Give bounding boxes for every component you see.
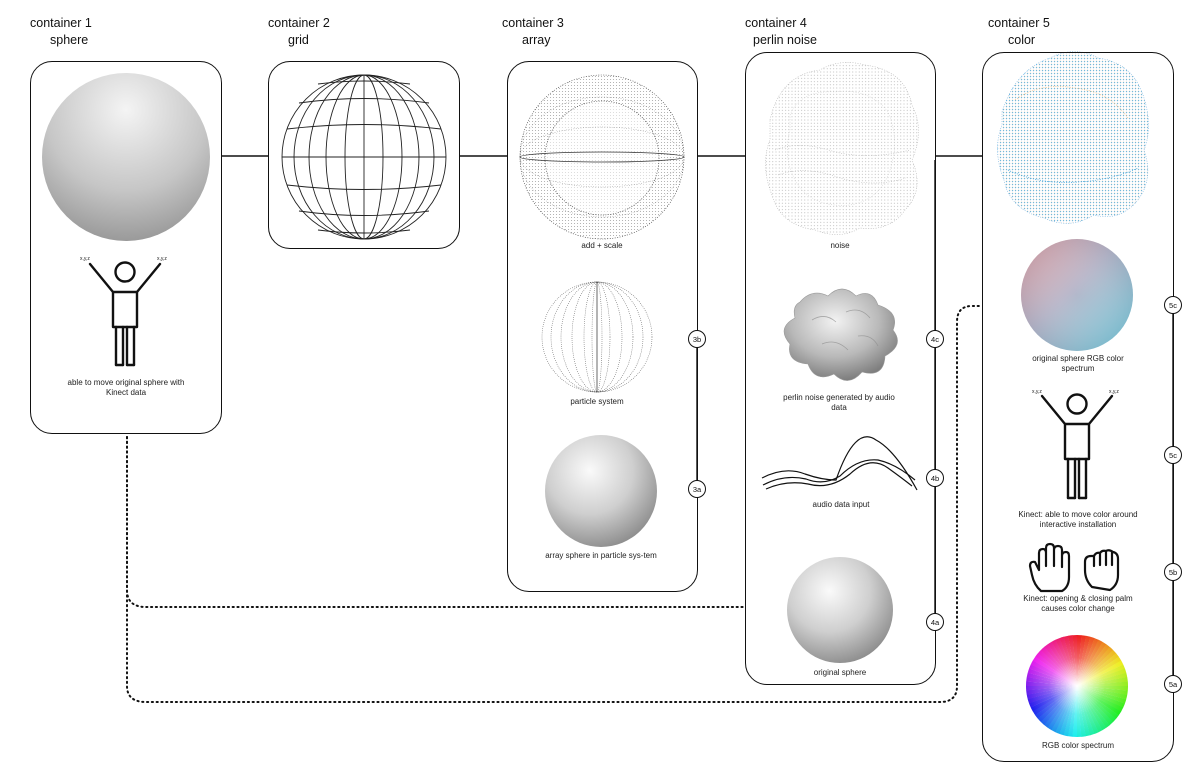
container-3-header: container 3 array (502, 15, 564, 49)
container-2-subtitle: grid (268, 32, 330, 49)
container-1-subtitle: sphere (30, 32, 92, 49)
caption-c4-original: original sphere (785, 668, 895, 678)
marker-5a: 5a (1164, 675, 1182, 693)
marker-5c-top: 5c (1164, 296, 1182, 314)
caption-c1-kinect: able to move original sphere with Kinect… (66, 378, 186, 398)
container-2-title: container 2 (268, 16, 330, 30)
marker-3a: 3a (688, 480, 706, 498)
marker-4c: 4c (926, 330, 944, 348)
marker-5c-bottom: 5c (1164, 446, 1182, 464)
xyz-label-c5-right: x,y,z (1109, 389, 1119, 395)
caption-c5-kinect-move: Kinect: able to move color around intera… (1012, 510, 1144, 530)
container-3-subtitle: array (502, 32, 564, 49)
caption-c5-rgb: RGB color spectrum (1022, 741, 1134, 751)
container-3-box (507, 61, 698, 592)
caption-c4-perlin: perlin noise generated by audio data (783, 393, 895, 413)
marker-4a: 4a (926, 613, 944, 631)
container-5-subtitle: color (988, 32, 1050, 49)
container-4-box (745, 52, 936, 685)
container-4-title: container 4 (745, 16, 807, 30)
caption-c5-rgb-sphere: original sphere RGB color spectrum (1022, 354, 1134, 374)
container-2-header: container 2 grid (268, 15, 330, 49)
xyz-label-c1-right: x,y,z (157, 256, 167, 262)
container-1-title: container 1 (30, 16, 92, 30)
container-5-title: container 5 (988, 16, 1050, 30)
caption-c5-palm: Kinect: opening & closing palm causes co… (1012, 594, 1144, 614)
container-4-subtitle: perlin noise (745, 32, 817, 49)
container-5-box (982, 52, 1174, 762)
marker-4b: 4b (926, 469, 944, 487)
xyz-label-c5-left: x,y,z (1032, 389, 1042, 395)
container-2-box (268, 61, 460, 249)
marker-5b: 5b (1164, 563, 1182, 581)
container-5-header: container 5 color (988, 15, 1050, 49)
caption-c3-add-scale: add + scale (547, 241, 657, 251)
xyz-label-c1-left: x,y,z (80, 256, 90, 262)
marker-3b: 3b (688, 330, 706, 348)
container-4-header: container 4 perlin noise (745, 15, 817, 49)
caption-c4-audio: audio data input (809, 500, 873, 510)
caption-c3-particle: particle system (542, 397, 652, 407)
caption-c3-array: array sphere in particle sys-tem (545, 551, 657, 561)
caption-c4-noise: noise (785, 241, 895, 251)
container-1-header: container 1 sphere (30, 15, 92, 49)
container-3-title: container 3 (502, 16, 564, 30)
